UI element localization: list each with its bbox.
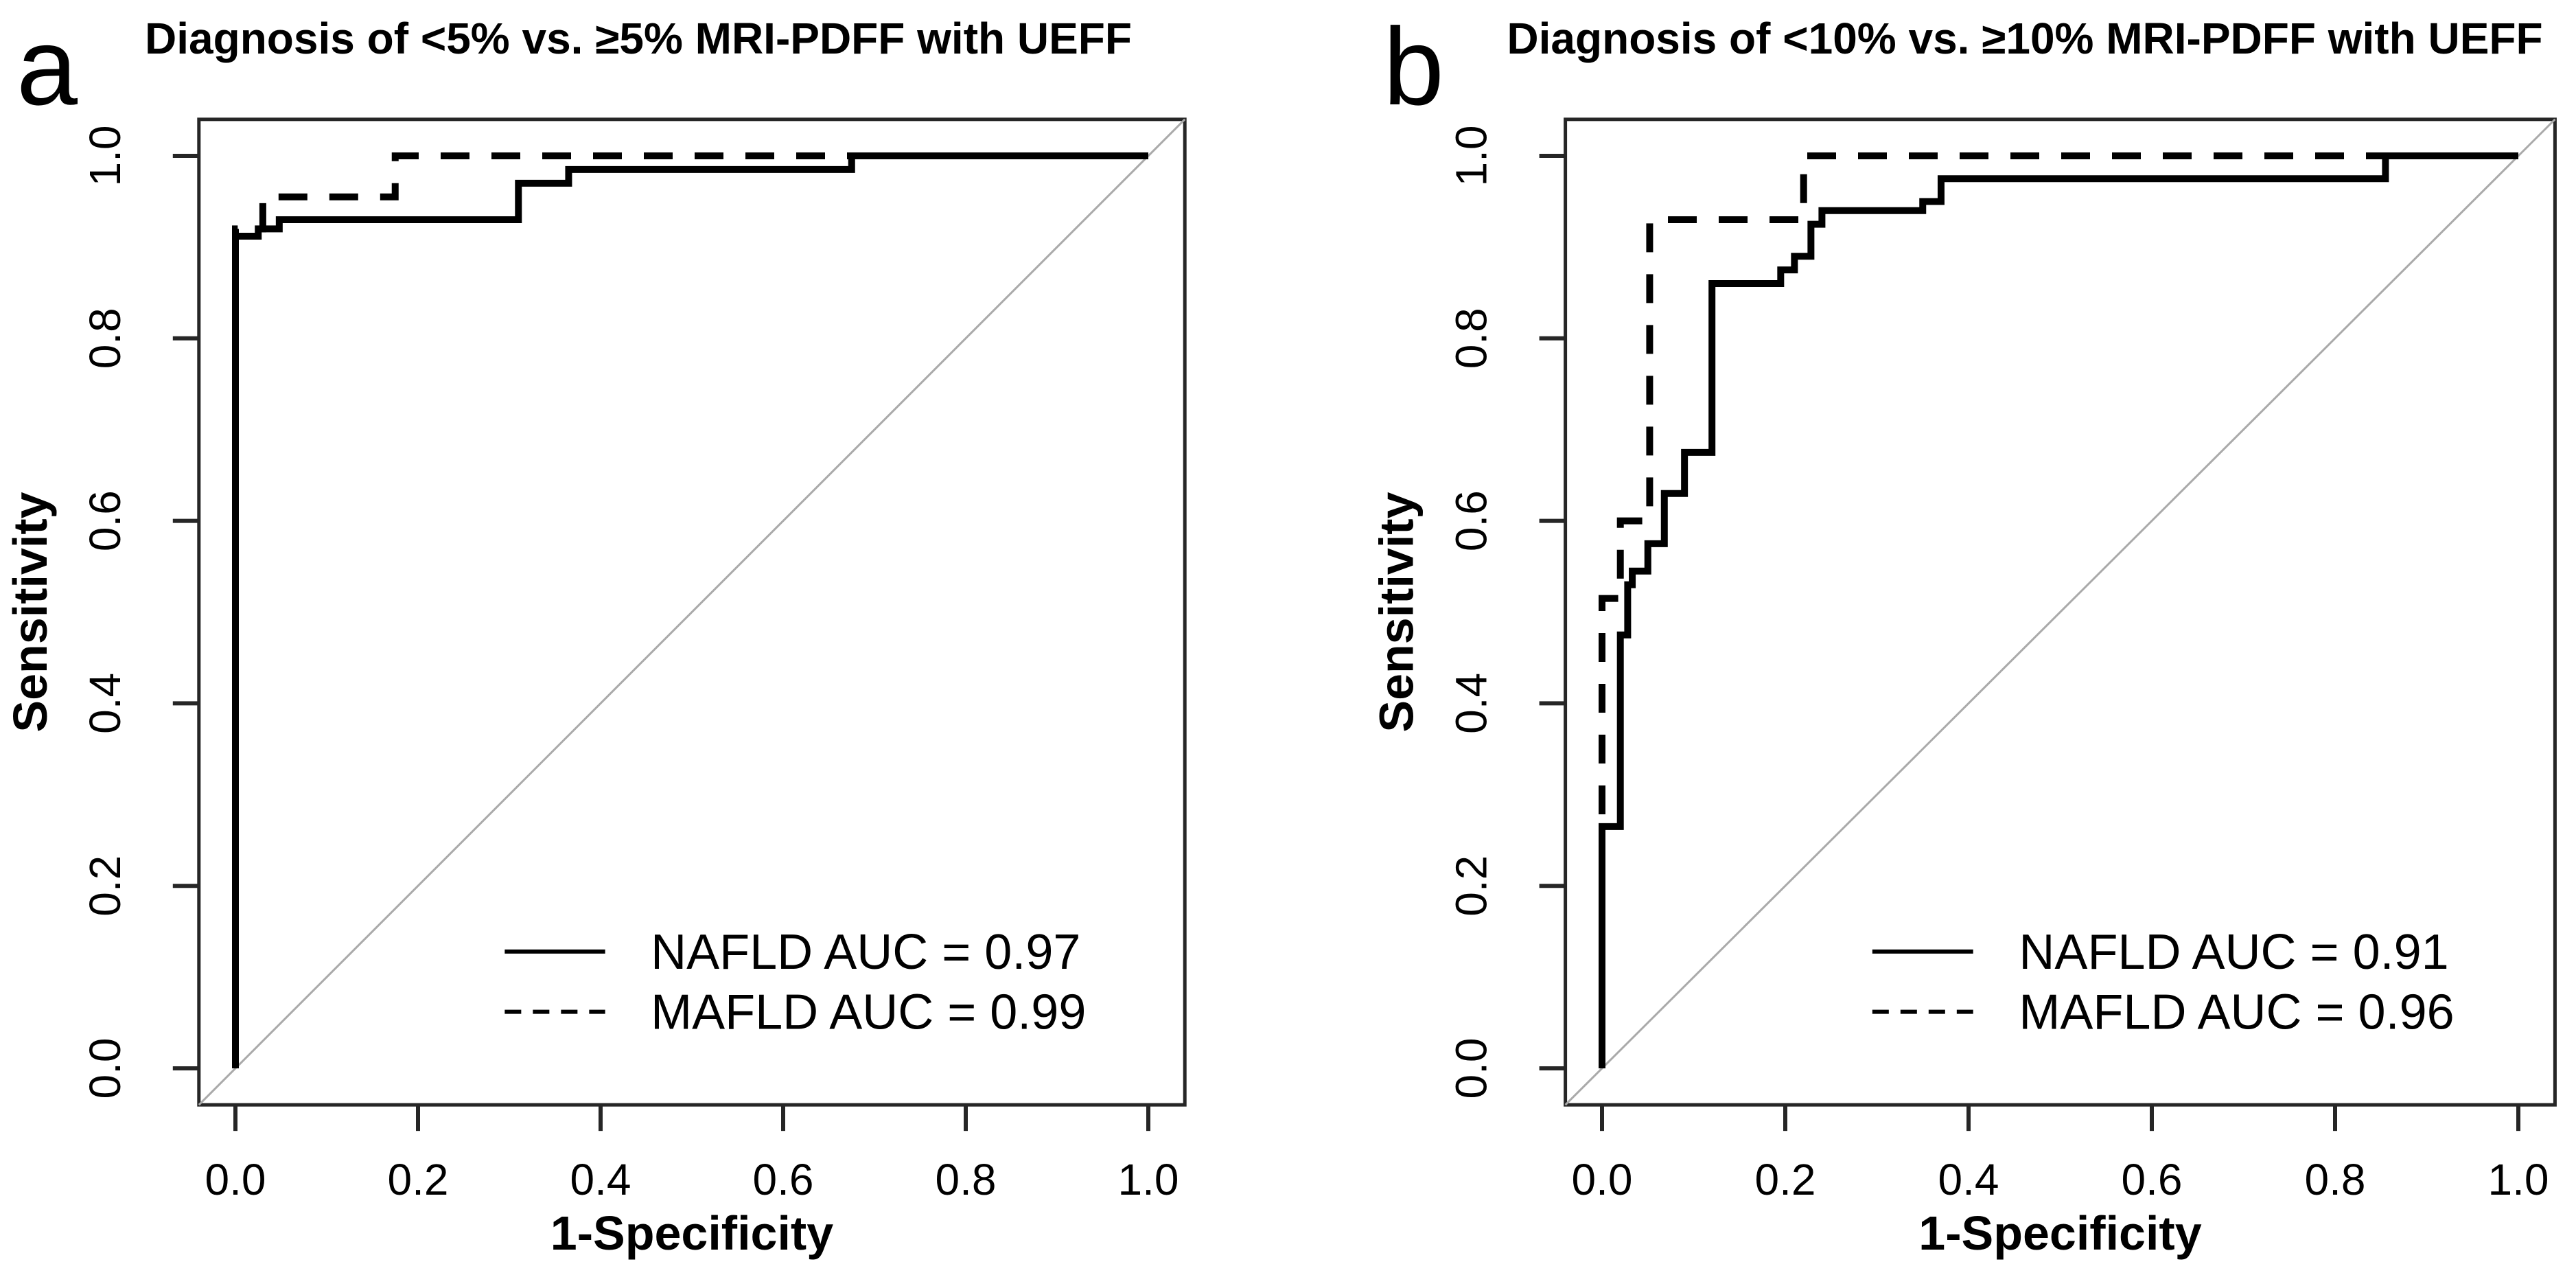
legend-label-nafld-b: NAFLD AUC = 0.91 xyxy=(2019,925,2448,980)
y-tick-label-a: 0.8 xyxy=(80,308,130,369)
y-tick-label-b: 0.2 xyxy=(1447,856,1496,917)
roc-panel-a: a Diagnosis of <5% vs. ≥5% MRI-PDFF with … xyxy=(3,5,1187,1260)
plot-box-a xyxy=(197,117,1187,1107)
x-tick-label-b: 0.0 xyxy=(1572,1155,1633,1204)
reference-diagonal-b xyxy=(1564,118,2556,1106)
x-tick-label-a: 0.2 xyxy=(388,1155,449,1204)
x-tick-label-a: 0.4 xyxy=(570,1155,631,1204)
panel-title-b: Diagnosis of <10% vs. ≥10% MRI-PDFF with… xyxy=(1507,14,2542,63)
y-tick-label-a: 0.6 xyxy=(80,490,130,551)
x-tick-label-b: 0.8 xyxy=(2305,1155,2366,1204)
y-tick-label-b: 0.0 xyxy=(1447,1038,1496,1099)
roc-curve-nafld-a xyxy=(232,152,1148,1068)
y-axis-title-a: Sensitivity xyxy=(3,492,57,732)
x-tick-label-a: 0.8 xyxy=(936,1155,997,1204)
y-tick-label-a: 1.0 xyxy=(80,126,130,187)
legend-label-mafld-b: MAFLD AUC = 0.96 xyxy=(2019,985,2454,1040)
panel-title-a: Diagnosis of <5% vs. ≥5% MRI-PDFF with U… xyxy=(145,14,1132,63)
x-tick-label-a: 0.0 xyxy=(205,1155,266,1204)
roc-panel-b: b Diagnosis of <10% vs. ≥10% MRI-PDFF wit… xyxy=(1370,5,2557,1260)
y-tick-label-a: 0.0 xyxy=(80,1038,130,1099)
x-tick-label-b: 0.4 xyxy=(1938,1155,1999,1204)
x-tick-label-a: 0.6 xyxy=(753,1155,814,1204)
x-tick-label-b: 1.0 xyxy=(2488,1155,2549,1204)
x-axis-title-b: 1-Specificity xyxy=(1918,1206,2201,1260)
plot-box-b xyxy=(1564,117,2557,1107)
y-tick-label-b: 0.6 xyxy=(1447,490,1496,551)
reference-diagonal-a xyxy=(198,118,1186,1106)
y-axis-title-b: Sensitivity xyxy=(1370,492,1424,732)
y-tick-label-b: 0.8 xyxy=(1447,308,1496,369)
y-tick-label-b: 1.0 xyxy=(1447,126,1496,187)
y-tick-label-a: 0.2 xyxy=(80,856,130,917)
roc-curve-mafld-b xyxy=(1599,152,2518,1068)
y-tick-label-b: 0.4 xyxy=(1447,673,1496,734)
legend-label-mafld-a: MAFLD AUC = 0.99 xyxy=(651,985,1086,1040)
x-tick-label-b: 0.6 xyxy=(2122,1155,2183,1204)
x-axis-title-a: 1-Specificity xyxy=(550,1206,833,1260)
roc-curve-nafld-b xyxy=(1599,152,2518,1068)
roc-curve-mafld-a xyxy=(232,152,1148,1068)
x-tick-label-b: 0.2 xyxy=(1755,1155,1816,1204)
legend-label-nafld-a: NAFLD AUC = 0.97 xyxy=(651,925,1080,980)
panel-letter-b: b xyxy=(1383,5,1444,128)
x-tick-label-a: 1.0 xyxy=(1118,1155,1179,1204)
y-tick-label-a: 0.4 xyxy=(80,673,130,734)
panel-letter-a: a xyxy=(16,5,78,128)
